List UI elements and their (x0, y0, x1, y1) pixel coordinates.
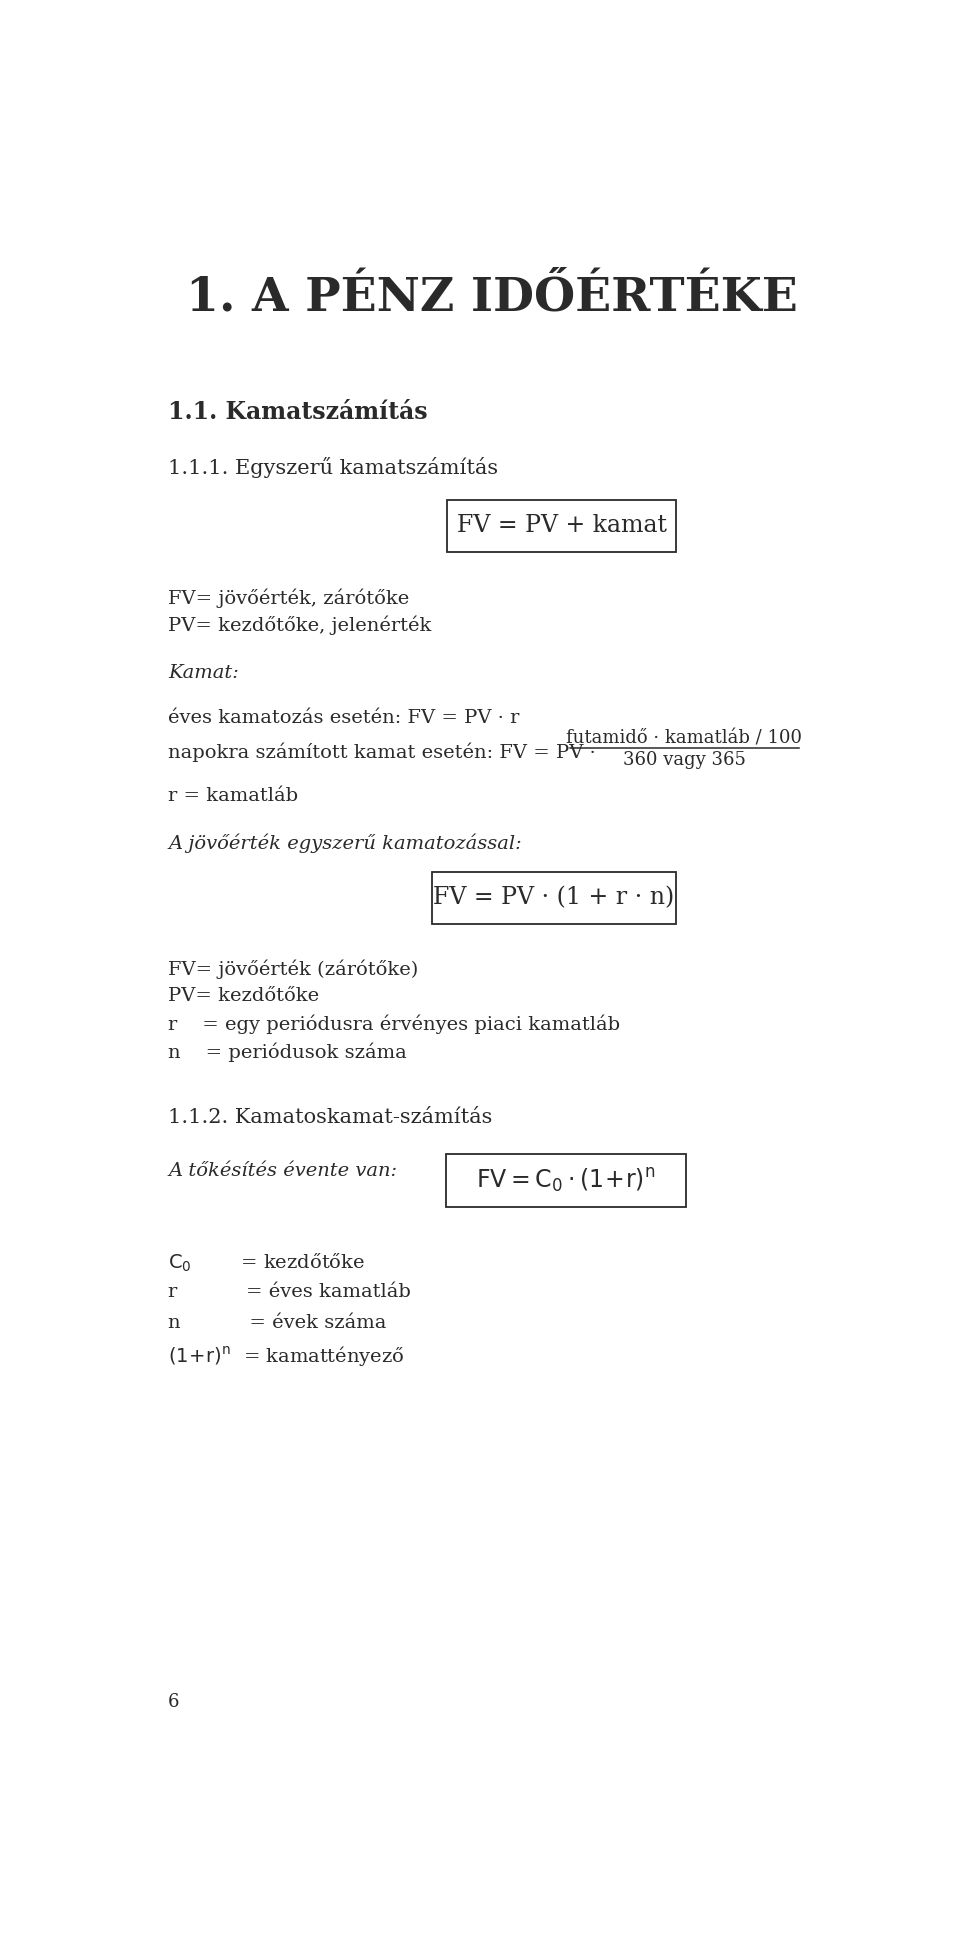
Text: $\mathrm{FV = C_0 \cdot (1\!+\!r)^n}$: $\mathrm{FV = C_0 \cdot (1\!+\!r)^n}$ (476, 1167, 656, 1194)
Text: n           = évek száma: n = évek száma (168, 1313, 387, 1333)
Text: Kamat:: Kamat: (168, 663, 239, 681)
Text: 1.1.2. Kamatoskamat-számítás: 1.1.2. Kamatoskamat-számítás (168, 1108, 492, 1128)
Text: n    = periódusok száma: n = periódusok száma (168, 1042, 407, 1061)
Text: FV = PV + kamat: FV = PV + kamat (457, 515, 667, 537)
FancyBboxPatch shape (445, 1155, 685, 1206)
Text: $(1\!+\!\mathrm{r})^\mathrm{n}$  = kamattényező: $(1\!+\!\mathrm{r})^\mathrm{n}$ = kamatt… (168, 1344, 404, 1368)
Text: FV= jövőérték, zárótőke: FV= jövőérték, zárótőke (168, 589, 409, 609)
Text: PV= kezdőtőke, jelenérték: PV= kezdőtőke, jelenérték (168, 615, 431, 634)
Text: r           = éves kamatláb: r = éves kamatláb (168, 1284, 411, 1301)
Text: r = kamatláb: r = kamatláb (168, 786, 299, 806)
Text: A jövőérték egyszerű kamatozással:: A jövőérték egyszerű kamatozással: (168, 833, 522, 853)
Text: éves kamatozás esetén: FV = PV · r: éves kamatozás esetén: FV = PV · r (168, 710, 519, 728)
Text: A tőkésítés évente van:: A tőkésítés évente van: (168, 1163, 397, 1180)
Text: PV= kezdőtőke: PV= kezdőtőke (168, 987, 319, 1005)
Text: FV= jövőérték (zárótőke): FV= jövőérték (zárótőke) (168, 960, 419, 979)
FancyBboxPatch shape (447, 499, 676, 552)
FancyBboxPatch shape (432, 872, 676, 925)
Text: 1.1. Kamatszámítás: 1.1. Kamatszámítás (168, 400, 427, 423)
Text: $\mathrm{C_0}$        = kezdőtőke: $\mathrm{C_0}$ = kezdőtőke (168, 1253, 365, 1274)
Text: napokra számított kamat esetén: FV = PV ·: napokra számított kamat esetén: FV = PV … (168, 741, 596, 761)
Text: r    = egy periódusra érvényes piaci kamatláb: r = egy periódusra érvényes piaci kamatl… (168, 1015, 620, 1034)
Text: 1. A PÉNZ IDŐÉRTÉKE: 1. A PÉNZ IDŐÉRTÉKE (186, 275, 798, 320)
Text: 1.1.1. Egyszerű kamatszámítás: 1.1.1. Egyszerű kamatszámítás (168, 457, 498, 478)
Text: FV = PV · (1 + r · n): FV = PV · (1 + r · n) (433, 886, 675, 909)
Text: 6: 6 (168, 1693, 180, 1711)
Text: futamidő · kamatláb / 100: futamidő · kamatláb / 100 (566, 730, 803, 747)
Text: 360 vagy 365: 360 vagy 365 (623, 751, 746, 769)
